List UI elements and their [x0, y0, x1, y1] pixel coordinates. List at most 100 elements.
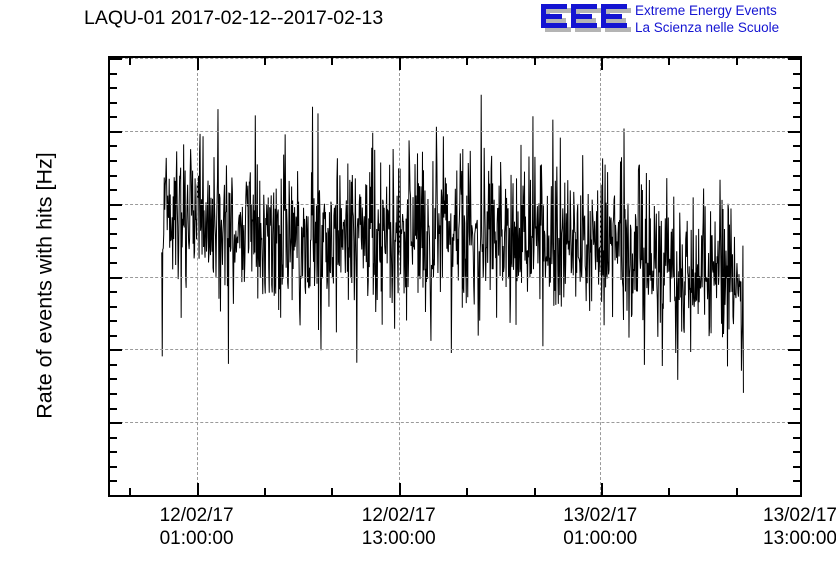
axis-tick	[735, 488, 738, 495]
eee-logo-text: Extreme Energy Events La Scienza nelle S…	[635, 3, 779, 36]
eee-logo-line2: La Scienza nelle Scuole	[635, 19, 780, 35]
axis-tick	[793, 232, 800, 235]
grid-line-horizontal	[110, 349, 800, 351]
axis-tick	[793, 378, 800, 381]
grid-line-horizontal	[110, 276, 800, 278]
x-axis-tick-label-date: 13/02/17	[563, 505, 638, 526]
axis-tick	[110, 87, 117, 90]
axis-tick	[110, 276, 122, 279]
axis-tick	[110, 159, 117, 162]
axis-tick	[668, 488, 671, 495]
x-axis-tick-label-time: 13:00:00	[361, 528, 436, 549]
axis-tick	[110, 451, 117, 454]
axis-tick	[110, 218, 117, 221]
axis-tick	[110, 480, 117, 483]
axis-tick	[110, 116, 117, 119]
axis-tick	[110, 378, 117, 381]
axis-tick	[735, 58, 738, 65]
axis-tick	[793, 465, 800, 468]
axis-tick	[788, 422, 800, 425]
axis-tick	[793, 407, 800, 410]
axis-tick	[110, 407, 117, 410]
axis-tick	[793, 291, 800, 294]
axis-tick	[793, 145, 800, 148]
axis-tick	[668, 58, 671, 65]
axis-tick	[110, 232, 117, 235]
axis-tick	[110, 305, 117, 308]
grid-line-horizontal	[110, 130, 800, 132]
x-axis-tick-label-date: 12/02/17	[361, 505, 436, 526]
axis-tick	[793, 436, 800, 439]
x-axis-tick-label-time: 01:00:00	[563, 528, 638, 549]
axis-tick	[129, 488, 132, 495]
axis-tick	[110, 247, 117, 250]
x-axis-tick-label: 13/02/17 01:00:00	[500, 504, 700, 550]
axis-tick	[110, 436, 117, 439]
eee-logo: Extreme Energy Events La Scienza nelle S…	[539, 2, 835, 42]
axis-tick	[793, 247, 800, 250]
x-axis-tick-label-date: 13/02/17	[763, 505, 836, 526]
axis-tick	[110, 145, 117, 148]
axis-tick	[793, 174, 800, 177]
x-axis-tick-label: 12/02/17 01:00:00	[97, 504, 297, 550]
x-axis-tick-label: 12/02/17 13:00:00	[299, 504, 499, 550]
x-axis-tick-label: 13/02/17 13:00:00	[700, 504, 836, 550]
axis-tick	[793, 305, 800, 308]
axis-tick	[110, 363, 117, 366]
axis-tick	[788, 58, 800, 60]
data-series-rate-of-events-with-hits	[161, 94, 744, 393]
grid-line-vertical	[398, 58, 400, 495]
axis-tick	[533, 488, 536, 495]
x-axis-tick-label-time: 01:00:00	[159, 528, 234, 549]
axis-tick	[110, 393, 117, 396]
axis-tick	[398, 483, 401, 495]
axis-tick	[793, 480, 800, 483]
grid-line-vertical	[600, 58, 602, 495]
plot-frame	[108, 56, 802, 497]
axis-tick	[110, 320, 117, 323]
axis-tick	[196, 58, 199, 70]
plot-area	[110, 58, 800, 495]
axis-tick	[793, 159, 800, 162]
axis-tick	[110, 203, 122, 206]
grid-line-vertical	[196, 58, 198, 495]
axis-tick	[466, 58, 469, 65]
axis-tick	[793, 261, 800, 264]
axis-tick	[793, 334, 800, 337]
axis-tick	[110, 465, 117, 468]
axis-tick	[788, 276, 800, 279]
axis-tick	[600, 483, 603, 495]
axis-tick	[129, 58, 132, 65]
axis-tick	[331, 488, 334, 495]
axis-tick	[110, 422, 122, 425]
axis-tick	[788, 349, 800, 352]
axis-tick	[110, 291, 117, 294]
axis-tick	[793, 101, 800, 104]
grid-line-horizontal	[110, 58, 800, 59]
axis-tick	[533, 58, 536, 65]
page-title: LAQU-01 2017-02-12--2017-02-13	[84, 7, 384, 29]
axis-tick	[110, 189, 117, 192]
axis-tick	[263, 58, 266, 65]
axis-tick	[793, 189, 800, 192]
axis-tick	[600, 58, 603, 70]
axis-tick	[793, 320, 800, 323]
axis-tick	[793, 218, 800, 221]
eee-logo-line1: Extreme Energy Events	[635, 3, 777, 18]
axis-tick	[466, 488, 469, 495]
axis-tick	[793, 116, 800, 119]
axis-tick	[788, 130, 800, 133]
eee-logo-mark	[541, 4, 631, 32]
axis-tick	[110, 58, 122, 60]
series-line	[161, 94, 744, 393]
axis-tick	[793, 363, 800, 366]
x-axis-tick-label-time: 13:00:00	[763, 528, 836, 549]
axis-tick	[110, 101, 117, 104]
axis-tick	[793, 87, 800, 90]
grid-line-horizontal	[110, 422, 800, 424]
axis-tick	[331, 58, 334, 65]
axis-tick	[263, 488, 266, 495]
grid-line-horizontal	[110, 203, 800, 205]
axis-tick	[788, 203, 800, 206]
